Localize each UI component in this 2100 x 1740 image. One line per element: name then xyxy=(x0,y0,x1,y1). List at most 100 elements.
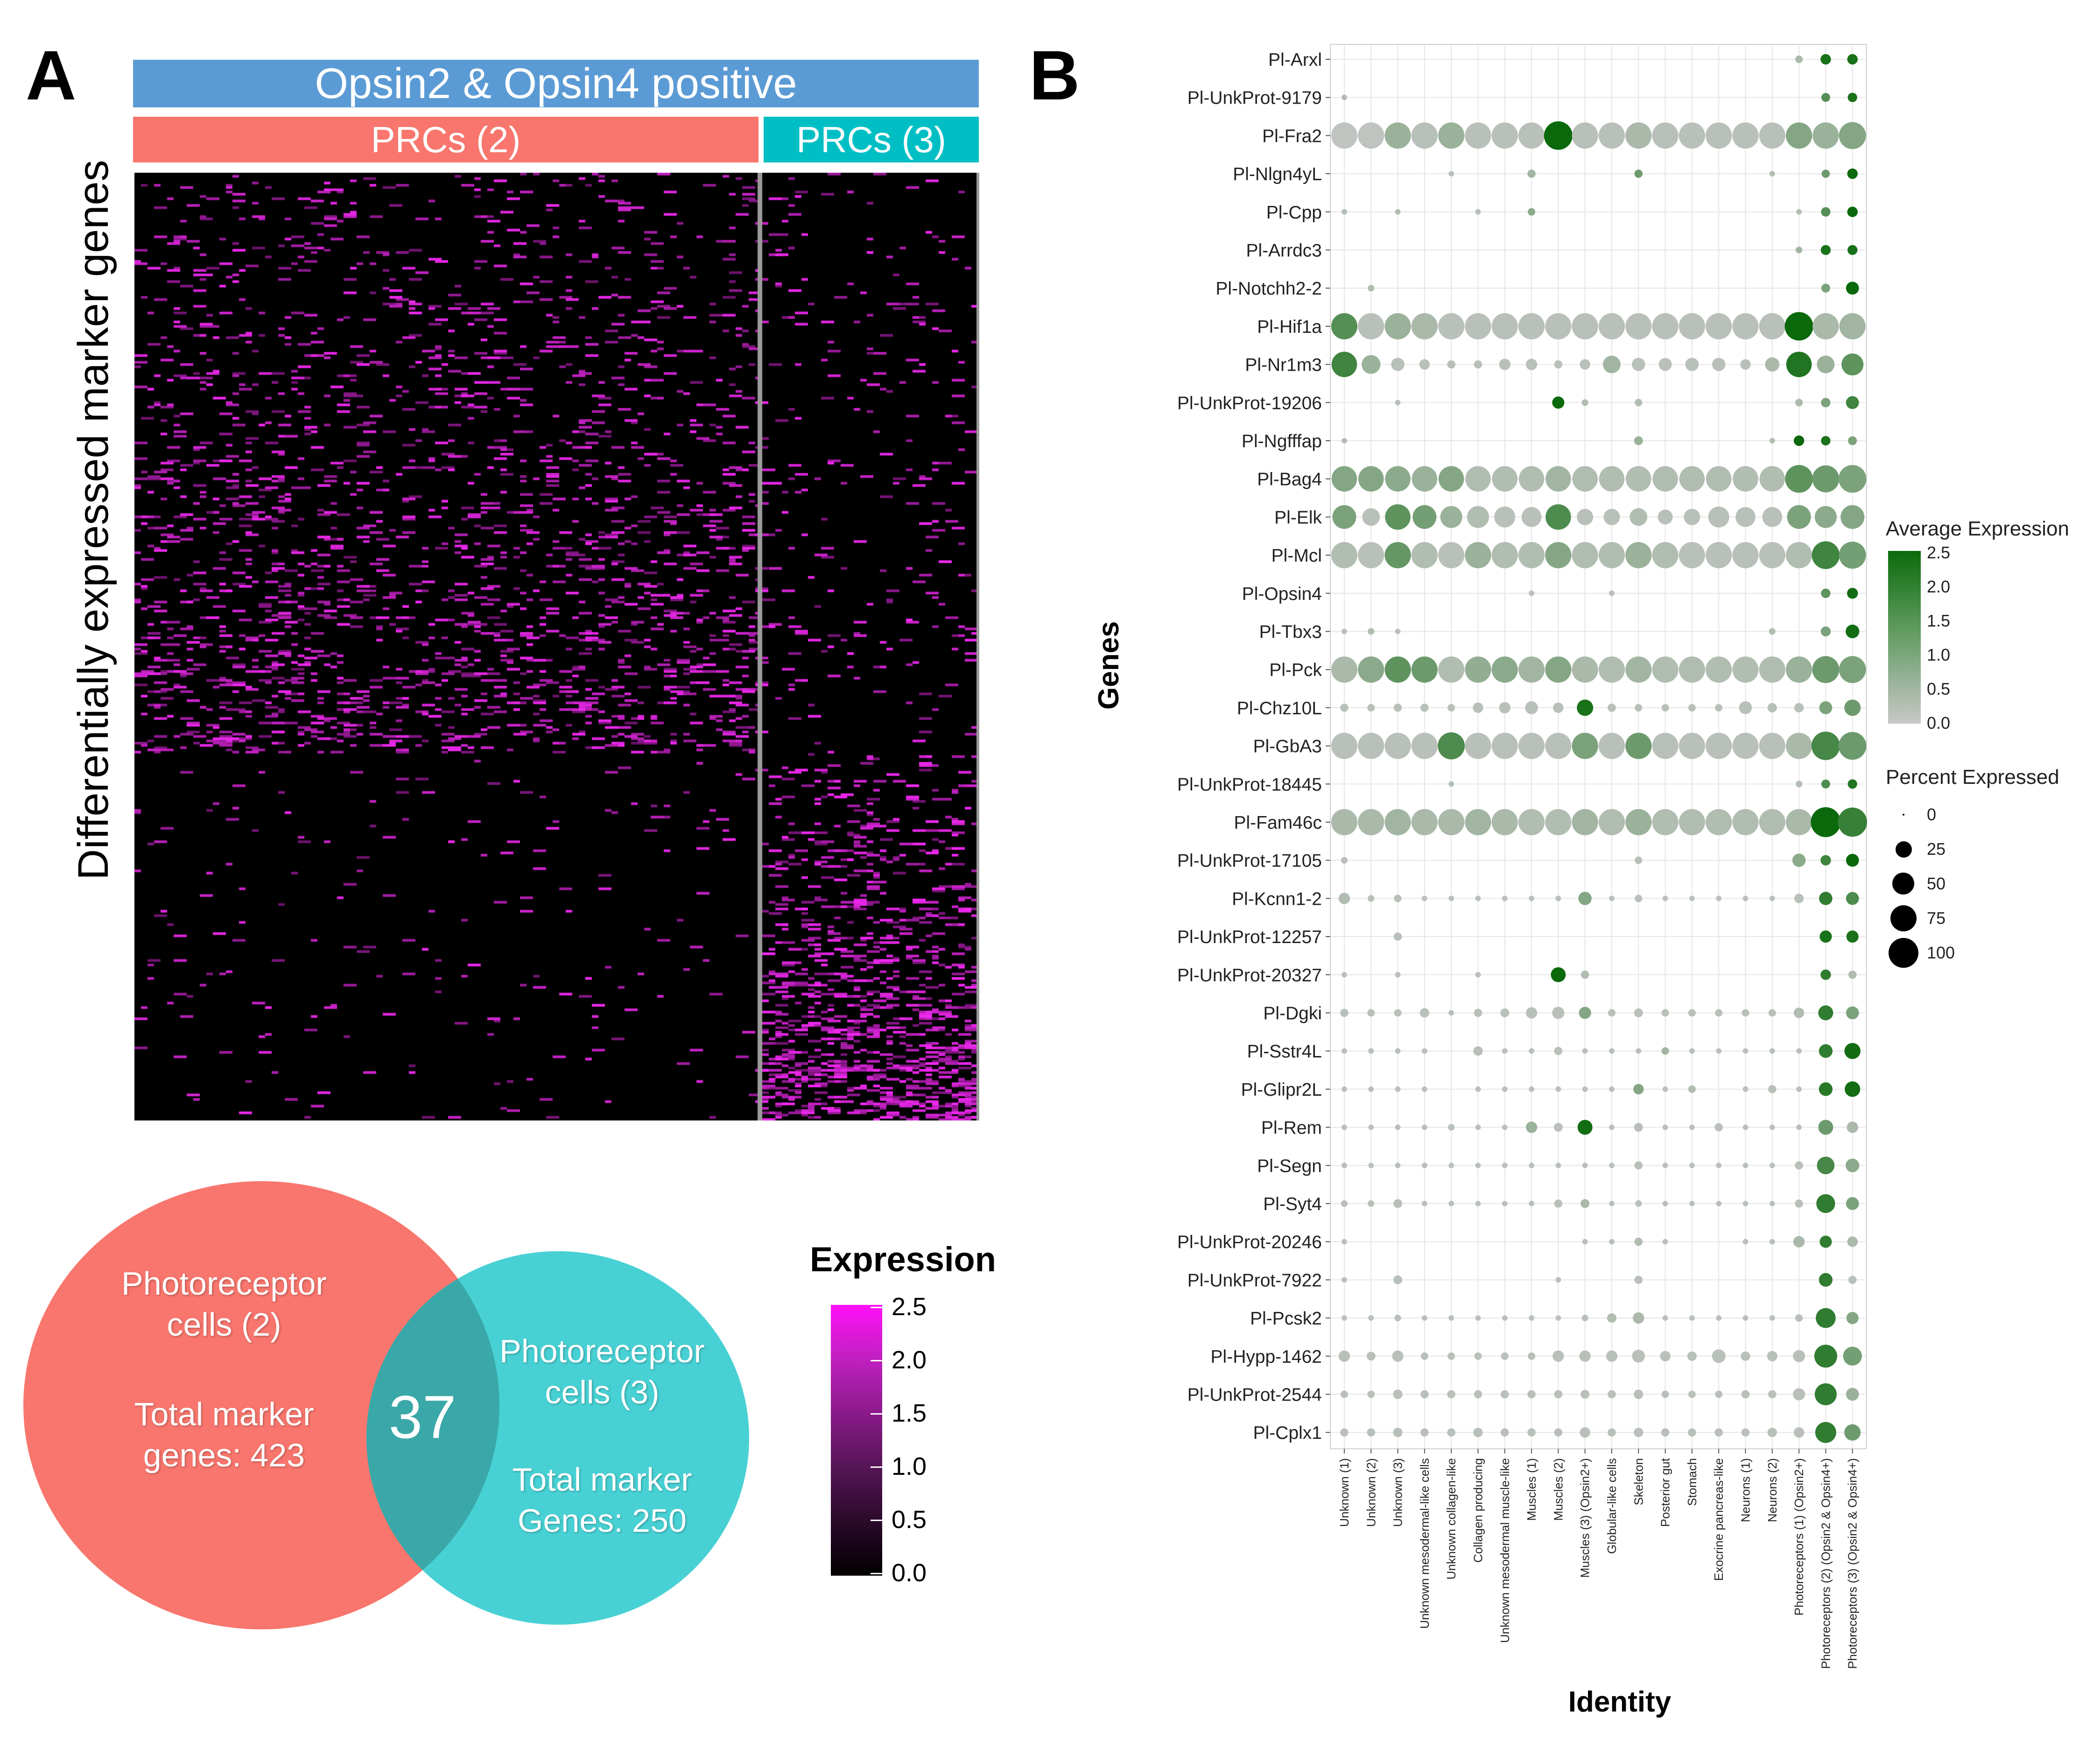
identity-label: Unknown (3) xyxy=(1391,1458,1405,1527)
dot xyxy=(1812,313,1839,340)
opsin-positive-bar: Opsin2 & Opsin4 positive xyxy=(133,60,979,107)
dot xyxy=(1555,1162,1561,1169)
dot xyxy=(1598,809,1625,836)
dot xyxy=(1848,971,1857,979)
dot xyxy=(1502,1124,1508,1130)
gene-label: Pl-UnkProt-17105 xyxy=(1177,851,1322,871)
dot xyxy=(1582,1048,1588,1054)
dot xyxy=(1475,209,1481,215)
dot xyxy=(1847,779,1857,789)
dot xyxy=(1845,1081,1861,1097)
dot xyxy=(1384,313,1411,340)
dot xyxy=(1384,733,1411,759)
dot xyxy=(1448,781,1454,787)
dot xyxy=(1844,1043,1861,1059)
dot xyxy=(1606,1350,1618,1362)
gene-label: Pl-GbA3 xyxy=(1253,737,1322,757)
dot xyxy=(1545,809,1572,836)
gene-label: Pl-Arxl xyxy=(1268,50,1322,70)
dot xyxy=(1635,399,1643,407)
expression-legend-tickmark xyxy=(871,1573,882,1574)
dot xyxy=(1362,508,1380,526)
dot xyxy=(1795,1161,1803,1170)
dot xyxy=(1527,169,1536,178)
dot xyxy=(1795,399,1803,407)
expression-legend-tick: 2.0 xyxy=(892,1346,927,1374)
expression-legend-tickmark xyxy=(871,1466,882,1468)
dot xyxy=(1448,1010,1454,1016)
heatmap-y-axis-label: Differentially expressed marker genes xyxy=(70,160,117,880)
dot xyxy=(1811,807,1841,837)
dot xyxy=(1820,855,1831,866)
average-expression-tick: 0.0 xyxy=(1927,713,1951,733)
dot xyxy=(1819,930,1832,943)
dot xyxy=(1572,656,1598,683)
dot xyxy=(1740,359,1751,370)
dot xyxy=(1338,893,1350,904)
dot xyxy=(1341,438,1347,444)
dot xyxy=(1634,1237,1643,1246)
dot xyxy=(1715,1009,1723,1017)
dot xyxy=(1716,1162,1722,1169)
dot xyxy=(1635,704,1643,711)
venn-right-total: Total marker Genes: 250 xyxy=(462,1459,742,1541)
dot xyxy=(1840,505,1865,529)
dot xyxy=(1528,1352,1536,1360)
dot xyxy=(1474,1008,1482,1017)
average-expression-tick: 2.5 xyxy=(1927,543,1951,562)
dot xyxy=(1625,313,1652,340)
identity-label: Skeleton xyxy=(1631,1458,1645,1505)
dot xyxy=(1629,508,1648,526)
dot xyxy=(1411,542,1438,569)
dot xyxy=(1839,122,1866,149)
average-expression-tick: 2.0 xyxy=(1927,577,1951,596)
dot xyxy=(1689,1201,1695,1206)
dot xyxy=(1440,506,1462,528)
dot xyxy=(1786,352,1812,377)
dot xyxy=(1598,542,1625,569)
dot xyxy=(1553,1123,1563,1132)
dot xyxy=(1609,1162,1615,1169)
dot xyxy=(1555,1086,1561,1092)
dot xyxy=(1447,704,1455,711)
dot xyxy=(1529,1086,1534,1092)
dot xyxy=(1572,313,1598,340)
dot xyxy=(1847,245,1858,255)
dot xyxy=(1812,656,1840,683)
dot-plot: Pl-Arxl Pl-UnkProt-9179 Pl-Fra2 Pl-Nlgn4yL P… xyxy=(1177,44,1867,1669)
dot xyxy=(1529,1315,1534,1321)
dot xyxy=(1793,1007,1805,1018)
dot xyxy=(1448,1162,1454,1169)
gene-label: Pl-Sstr4L xyxy=(1247,1042,1322,1062)
dot xyxy=(1368,1162,1374,1169)
venn-diagram xyxy=(23,1181,749,1629)
identity-label: Unknown mesodermal muscle-like xyxy=(1498,1458,1512,1643)
gene-label: Pl-Pcsk2 xyxy=(1250,1309,1322,1329)
dot xyxy=(1553,702,1564,713)
dot xyxy=(1634,169,1643,178)
identity-axis-title: Identity xyxy=(1568,1686,1672,1718)
dot xyxy=(1358,733,1384,759)
dot xyxy=(1518,313,1545,340)
dot xyxy=(1632,1349,1645,1363)
dot xyxy=(1796,1124,1802,1130)
dot xyxy=(1814,1383,1837,1406)
dot xyxy=(1551,967,1566,982)
dot xyxy=(1652,542,1679,569)
dot xyxy=(1545,504,1571,530)
dot xyxy=(1474,360,1482,369)
dot xyxy=(1785,542,1812,569)
dot xyxy=(1420,1352,1428,1360)
gene-label: Pl-Fam46c xyxy=(1234,813,1322,833)
identity-label: Neurons (2) xyxy=(1765,1458,1779,1522)
dot xyxy=(1385,504,1411,530)
dot xyxy=(1812,541,1840,569)
dot xyxy=(1633,1312,1644,1324)
dot xyxy=(1708,506,1729,528)
dot xyxy=(1545,466,1571,492)
dot xyxy=(1609,1124,1615,1130)
dot xyxy=(1846,282,1859,295)
dot xyxy=(1819,701,1833,714)
expression-legend-title: Expression xyxy=(810,1240,996,1279)
dot xyxy=(1793,1236,1805,1247)
